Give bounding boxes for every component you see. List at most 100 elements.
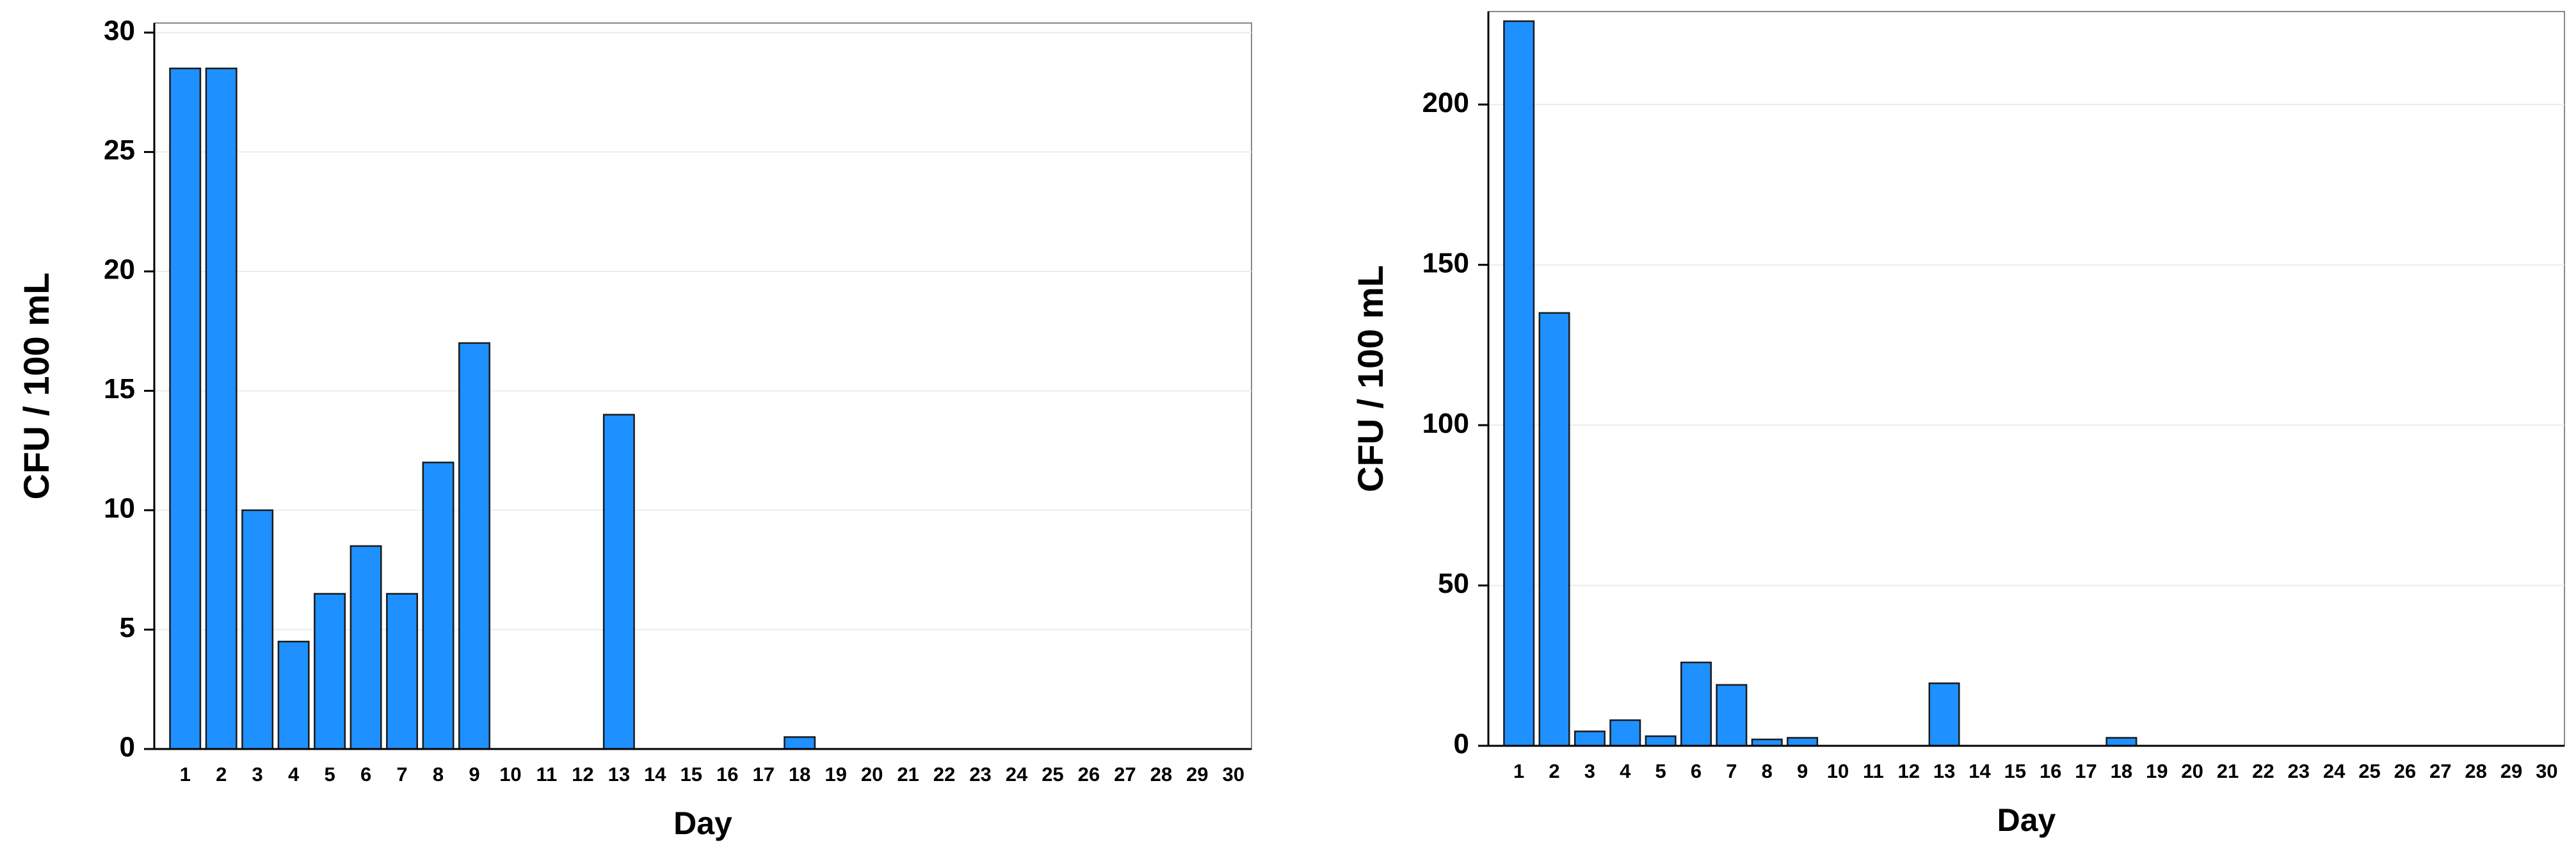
x-tick-label: 22: [933, 763, 955, 786]
x-tick-label: 26: [1078, 763, 1100, 786]
x-tick-label: 19: [2146, 760, 2168, 782]
x-tick-label: 14: [1968, 760, 1991, 782]
x-tick-label: 21: [897, 763, 919, 786]
bar: [1928, 682, 1960, 747]
y-axis-label: CFU / 100 mL: [1350, 265, 1390, 492]
x-tick-label: 5: [1655, 760, 1666, 782]
x-tick-label: 30: [2536, 760, 2557, 782]
x-tick-label: 12: [572, 763, 593, 786]
y-tick-label: 200: [1422, 87, 1469, 118]
y-tick-label: 25: [104, 134, 135, 166]
x-tick-label: 16: [2040, 760, 2061, 782]
x-tick-label: 25: [1042, 763, 1063, 786]
y-tick-label: 20: [104, 254, 135, 286]
y-axis-label: CFU / 100 mL: [16, 273, 56, 500]
x-tick-label: 30: [1223, 763, 1244, 786]
x-tick-label: 27: [2429, 760, 2451, 782]
bar: [1680, 661, 1712, 747]
x-tick-label: 26: [2394, 760, 2416, 782]
x-tick-label: 15: [2004, 760, 2026, 782]
x-tick-label: 13: [608, 763, 630, 786]
y-tick-label: 0: [120, 732, 135, 763]
x-tick-label: 1: [180, 763, 191, 786]
x-tick-label: 20: [2181, 760, 2203, 782]
x-tick-label: 5: [324, 763, 335, 786]
x-tick-label: 11: [536, 763, 558, 786]
bar: [169, 67, 202, 750]
x-tick-label: 8: [433, 763, 444, 786]
x-tick-label: 3: [1584, 760, 1595, 782]
x-tick-label: 15: [680, 763, 702, 786]
x-tick-label: 17: [2075, 760, 2097, 782]
x-tick-label: 6: [360, 763, 371, 786]
x-tick-label: 23: [969, 763, 991, 786]
x-tick-label: 9: [1797, 760, 1808, 782]
x-tick-label: 7: [396, 763, 407, 786]
y-tick-label: 30: [104, 15, 135, 47]
bar: [602, 414, 635, 750]
x-tick-label: 4: [1620, 760, 1631, 782]
x-tick-label: 2: [1549, 760, 1559, 782]
x-tick-label: 16: [716, 763, 738, 786]
y-tick-label: 15: [104, 373, 135, 405]
x-tick-label: 27: [1114, 763, 1136, 786]
x-tick-label: 23: [2288, 760, 2310, 782]
bar: [314, 593, 346, 750]
y-tick-label: 5: [120, 612, 135, 643]
bar: [2105, 737, 2137, 747]
bar: [458, 342, 490, 750]
x-tick-label: 29: [1186, 763, 1208, 786]
x-tick-label: 22: [2252, 760, 2274, 782]
x-tick-label: 2: [216, 763, 227, 786]
x-tick-label: 24: [1006, 763, 1028, 786]
x-axis-label: Day: [1997, 802, 2056, 838]
y-tick-label: 100: [1422, 408, 1469, 439]
x-tick-label: 14: [644, 763, 666, 786]
x-tick-label: 19: [825, 763, 846, 786]
x-tick-label: 18: [2111, 760, 2132, 782]
x-tick-label: 10: [1827, 760, 1849, 782]
x-tick-label: 10: [499, 763, 521, 786]
x-tick-label: 11: [1863, 760, 1884, 782]
x-tick-label: 3: [252, 763, 263, 786]
x-tick-label: 7: [1726, 760, 1737, 782]
x-tick-label: 28: [2465, 760, 2486, 782]
bar: [241, 509, 274, 750]
bar: [1751, 738, 1783, 747]
x-tick-label: 18: [789, 763, 810, 786]
x-tick-label: 20: [861, 763, 883, 786]
x-axis-label: Day: [673, 805, 732, 841]
bar: [1503, 20, 1535, 747]
y-tick-label: 150: [1422, 247, 1469, 278]
bar: [277, 640, 310, 750]
plot-area: [1488, 11, 2565, 746]
x-tick-label: 6: [1691, 760, 1702, 782]
y-tick-label: 50: [1438, 568, 1469, 599]
x-tick-label: 4: [288, 763, 300, 786]
x-tick-label: 28: [1150, 763, 1172, 786]
bar: [1574, 730, 1606, 747]
x-tick-label: 1: [1513, 760, 1524, 782]
bar: [386, 593, 418, 750]
bar: [1716, 684, 1748, 747]
x-tick-label: 9: [469, 763, 479, 786]
x-tick-label: 17: [752, 763, 774, 786]
x-tick-label: 24: [2323, 760, 2346, 782]
bar: [422, 462, 455, 750]
bar: [1538, 312, 1570, 747]
y-tick-label: 0: [1454, 729, 1469, 760]
x-tick-label: 21: [2217, 760, 2239, 782]
bar: [1645, 735, 1677, 747]
x-tick-label: 25: [2358, 760, 2380, 782]
bar: [1787, 737, 1819, 747]
bar: [1609, 719, 1641, 747]
bar: [784, 736, 816, 750]
x-tick-label: 29: [2500, 760, 2522, 782]
x-tick-label: 8: [1762, 760, 1773, 782]
bar: [350, 545, 382, 750]
bar: [205, 67, 237, 750]
x-tick-label: 13: [1933, 760, 1955, 782]
